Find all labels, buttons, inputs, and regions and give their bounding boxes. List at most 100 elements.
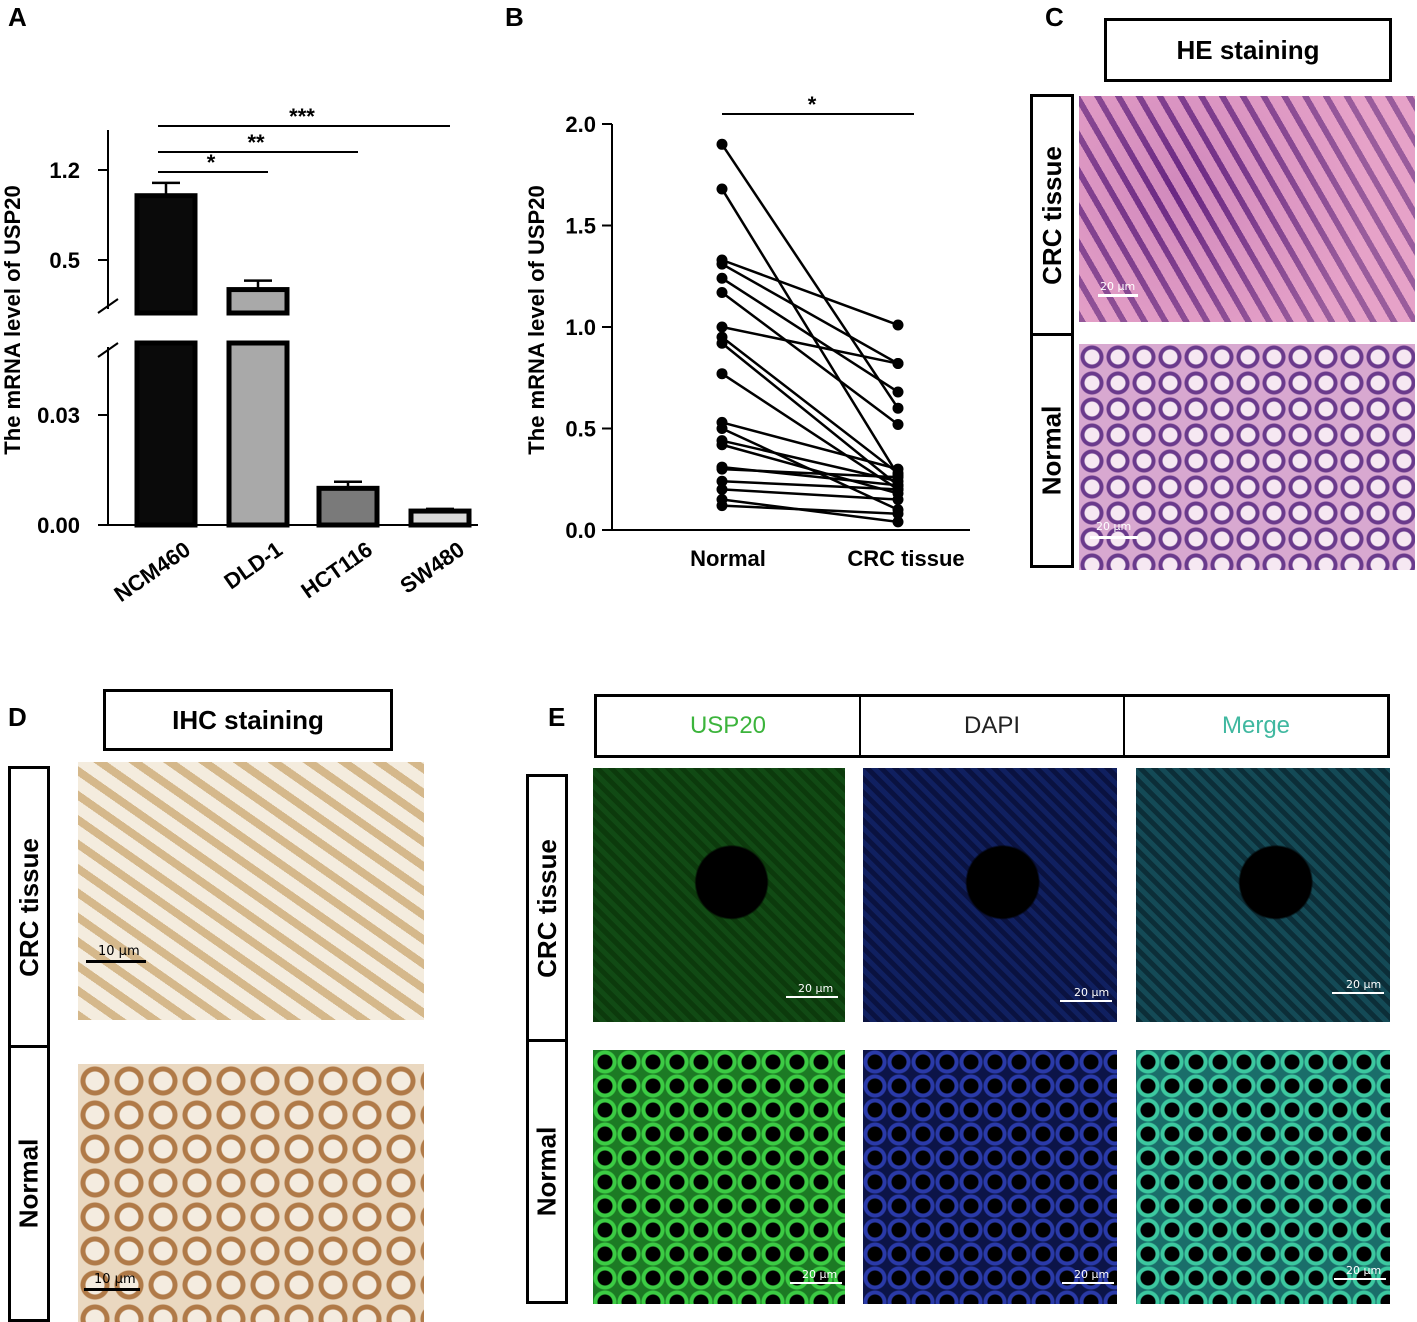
pair-line — [720, 143, 900, 409]
pair-line — [721, 488, 899, 501]
y-axis-label: The mRNA level of USP20 — [0, 185, 25, 454]
normal-point — [716, 463, 728, 475]
normal-point — [716, 258, 728, 270]
chart-a-bar-chart: The mRNA level of USP20 1.2 0.5 0.03 0.00 NCM… — [0, 104, 478, 607]
he-normal-tissue-image — [1079, 344, 1415, 570]
he-crc-scale-bar — [1098, 294, 1138, 297]
panel-letter-d: D — [8, 702, 27, 732]
if-scale-bar — [1332, 992, 1384, 994]
y-tick-label: 0.00 — [37, 513, 80, 538]
normal-point — [716, 475, 728, 487]
normal-point — [716, 500, 728, 512]
normal-point — [716, 286, 728, 298]
pair-line — [721, 262, 899, 365]
crc-point — [892, 494, 904, 506]
normal-point — [716, 272, 728, 284]
row-label-crc: CRC tissue — [1036, 145, 1067, 285]
if-merge-crc-image — [1136, 768, 1390, 1022]
normal-point — [716, 321, 728, 333]
axis-break-mark — [97, 342, 119, 358]
significance-label: * — [808, 92, 817, 117]
normal-point — [716, 423, 728, 434]
y-tick-label: 0.5 — [565, 417, 596, 442]
chart-b-paired-line-chart: The mRNA level of USP20 0.0 0.5 1.0 1.5 2.0 No… — [524, 92, 970, 571]
pair-line — [721, 439, 899, 483]
pair-line — [721, 258, 899, 327]
pair-line — [721, 421, 899, 471]
ihc-staining-title: IHC staining — [103, 689, 393, 751]
pair-line — [721, 467, 899, 479]
pair-line — [721, 372, 899, 491]
if-scale-bar — [786, 996, 838, 998]
if-scale-label: 20 μm — [798, 982, 834, 995]
if-dapi-crc-image — [863, 768, 1117, 1022]
y-tick-label: 2.0 — [565, 112, 596, 137]
panel-d-row-labels: CRC tissue Normal — [8, 766, 50, 1322]
x-tick-label: Normal — [690, 546, 766, 571]
if-scale-bar — [1334, 1278, 1386, 1280]
bar-upper — [226, 287, 290, 316]
crc-point — [892, 358, 904, 370]
normal-point — [716, 183, 728, 195]
ihc-crc-tissue-image — [78, 762, 424, 1020]
normal-point — [716, 439, 728, 451]
bar — [316, 485, 380, 528]
y-tick-label: 1.2 — [49, 158, 80, 183]
row-label-crc: CRC tissue — [531, 838, 562, 978]
if-usp20-crc-image — [593, 768, 845, 1022]
y-axis-label: The mRNA level of USP20 — [524, 185, 549, 454]
x-tick-label: SW480 — [395, 537, 468, 599]
he-staining-title: HE staining — [1104, 18, 1392, 82]
ihc-crc-scale-bar — [86, 960, 146, 963]
pair-line — [721, 504, 899, 516]
he-crc-tissue-image — [1079, 96, 1415, 322]
row-label-normal: Normal — [1036, 405, 1067, 495]
crc-point — [892, 463, 904, 475]
if-dapi-normal-image — [863, 1050, 1117, 1304]
panel-e-row-labels: CRC tissue Normal — [526, 774, 568, 1304]
ihc-normal-tissue-image — [78, 1064, 424, 1322]
if-header-dapi: DAPI — [861, 697, 1125, 755]
pair-line — [721, 443, 899, 495]
if-header-merge: Merge — [1221, 712, 1291, 739]
y-tick-label: 0.0 — [565, 518, 596, 543]
crc-point — [892, 386, 904, 398]
normal-point — [716, 483, 728, 495]
ihc-normal-scale-bar — [84, 1288, 140, 1291]
he-normal-scale-bar — [1090, 536, 1138, 539]
row-label-normal: Normal — [531, 1126, 562, 1216]
significance-label: * — [207, 150, 216, 175]
if-column-headers: USP20 DAPI Merge — [594, 694, 1390, 758]
pair-line — [721, 291, 899, 426]
significance-label: ** — [247, 130, 265, 155]
significance-label: *** — [289, 104, 315, 129]
panel-letter-b: B — [505, 2, 524, 32]
ihc-crc-scale-label: 10 μm — [98, 944, 140, 959]
if-scale-label: 20 μm — [1346, 1264, 1382, 1277]
x-tick-label: DLD-1 — [219, 537, 286, 595]
if-merge-normal-image — [1136, 1050, 1390, 1304]
bar — [408, 508, 472, 528]
y-tick-label: 1.5 — [565, 214, 596, 239]
y-tick-label: 0.03 — [37, 403, 80, 428]
if-header-usp20: USP20 — [597, 697, 861, 755]
pair-line — [720, 188, 900, 476]
if-scale-label: 20 μm — [1074, 1268, 1110, 1281]
row-label-normal: Normal — [13, 1138, 44, 1228]
x-tick-label: CRC tissue — [847, 546, 964, 571]
crc-point — [892, 508, 904, 520]
crc-point — [892, 483, 904, 495]
crc-point — [892, 402, 904, 414]
normal-point — [716, 337, 728, 349]
crc-point — [892, 418, 904, 430]
panel-c-row-labels: CRC tissue Normal — [1030, 94, 1074, 568]
x-tick-label: HCT116 — [296, 537, 376, 604]
panel-letter-a: A — [8, 2, 27, 32]
x-tick-label: NCM460 — [109, 537, 194, 607]
pair-line — [721, 325, 899, 365]
bar-lower — [134, 340, 198, 528]
y-tick-label: 1.0 — [565, 315, 596, 340]
normal-point — [716, 138, 728, 150]
if-scale-label: 20 μm — [1074, 986, 1110, 999]
if-scale-bar — [1060, 1000, 1112, 1002]
